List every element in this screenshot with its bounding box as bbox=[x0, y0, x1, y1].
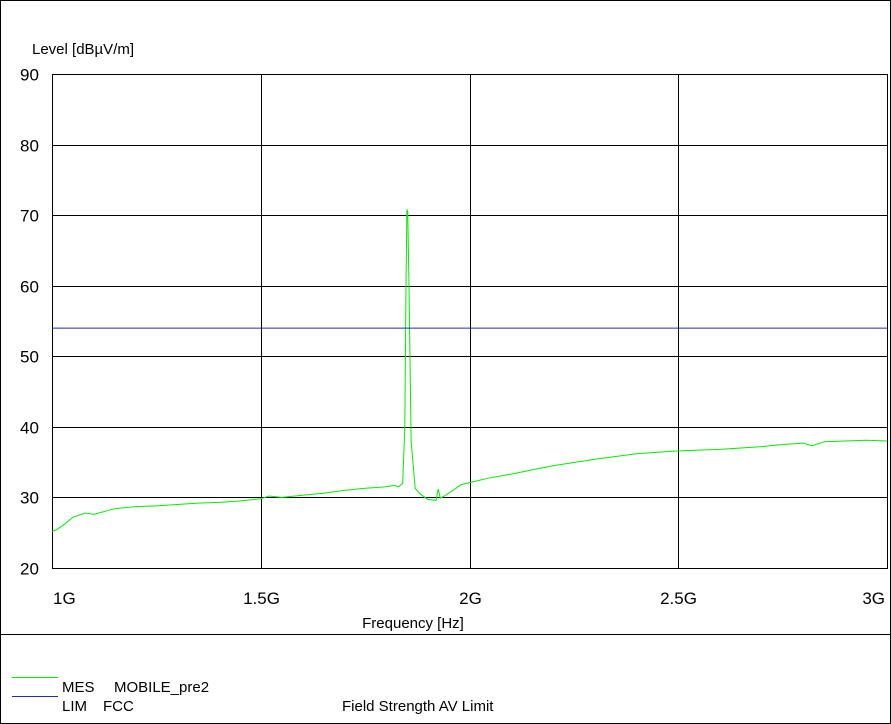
x-tick-label: 2G bbox=[459, 589, 482, 608]
tick-layer: 20 30 40 50 60 70 80 90 1G 1.5G 2G 2.5G 3G bbox=[20, 66, 885, 609]
x-tick-label: 1G bbox=[53, 589, 76, 608]
y-tick-label: 70 bbox=[20, 207, 39, 226]
series-layer bbox=[51, 209, 888, 532]
legend: MES MOBILE_pre2 LIM FCC Field Strength A… bbox=[12, 677, 494, 715]
y-axis-title: Level [dBµV/m] bbox=[32, 41, 134, 58]
y-tick-label: 60 bbox=[20, 278, 39, 297]
y-tick-label: 50 bbox=[20, 348, 39, 367]
x-tick-label: 1.5G bbox=[243, 589, 280, 608]
legend-type-mes: MES bbox=[62, 679, 95, 696]
series-line-mes bbox=[51, 209, 888, 532]
x-axis-title: Frequency [Hz] bbox=[362, 615, 464, 632]
legend-name-lim: FCC bbox=[103, 698, 134, 715]
legend-description-lim: Field Strength AV Limit bbox=[342, 698, 494, 715]
y-tick-label: 30 bbox=[20, 489, 39, 508]
x-tick-label: 2.5G bbox=[660, 589, 697, 608]
y-tick-label: 40 bbox=[20, 419, 39, 438]
y-tick-label: 20 bbox=[20, 560, 39, 579]
y-tick-label: 90 bbox=[20, 66, 39, 85]
legend-name-mes: MOBILE_pre2 bbox=[114, 679, 209, 696]
legend-type-lim: LIM bbox=[62, 698, 87, 715]
grid-layer bbox=[52, 74, 888, 569]
y-tick-label: 80 bbox=[20, 137, 39, 156]
x-tick-label: 3G bbox=[862, 589, 885, 608]
